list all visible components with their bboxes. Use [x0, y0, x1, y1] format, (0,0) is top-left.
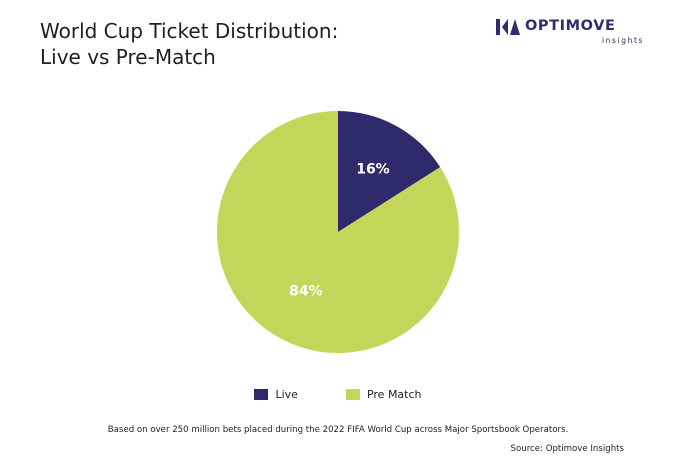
- legend-swatch-live: [254, 389, 269, 400]
- source-note: Source: Optimove Insights: [510, 444, 624, 454]
- chart-legend: Live Pre Match: [0, 388, 676, 401]
- chart-title: World Cup Ticket Distribution: Live vs P…: [40, 18, 338, 70]
- pie-slice-pre-match: [216, 111, 459, 353]
- pie-label-live: 16%: [356, 161, 390, 177]
- legend-item-live: Live: [254, 388, 298, 401]
- optimove-logo: OPTIMOVE insights: [496, 18, 646, 46]
- pie-slice-live: [338, 111, 441, 232]
- legend-label-pre-match: Pre Match: [366, 388, 422, 401]
- logo-brand-text: OPTIMOVE: [525, 18, 616, 34]
- legend-item-pre-match: Pre Match: [345, 388, 422, 401]
- pie-label-pre-match: 84%: [289, 283, 323, 299]
- optimove-logo-icon: [496, 19, 520, 35]
- chart-title-line-1: World Cup Ticket Distribution:: [40, 19, 339, 43]
- legend-swatch-pre-match: [345, 389, 360, 400]
- legend-label-live: Live: [275, 388, 298, 401]
- chart-title-line-2: Live vs Pre-Match: [40, 45, 216, 69]
- footnote: Based on over 250 million bets placed du…: [107, 425, 569, 435]
- logo-sub-text: insights: [602, 36, 644, 45]
